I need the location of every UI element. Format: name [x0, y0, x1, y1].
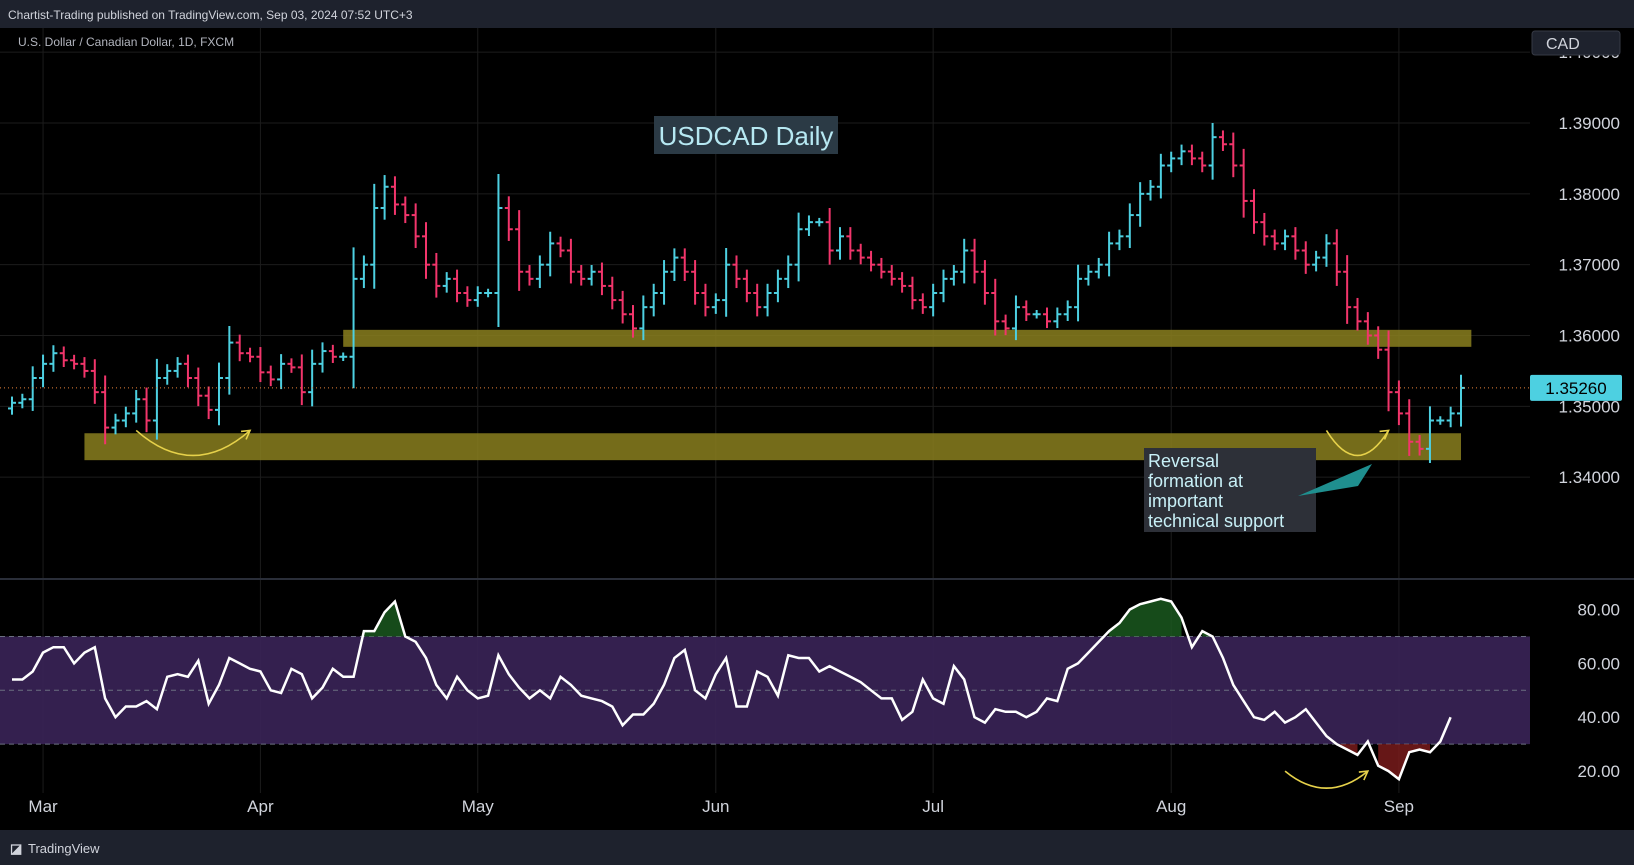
price-axis[interactable]: 1.34000 1.35000 1.36000 1.37000 1.38000 1.390… — [1559, 43, 1620, 487]
price-tick-label: 1.35000 — [1559, 397, 1620, 416]
yellow-arrowhead-icon — [1358, 770, 1370, 781]
price-tick-label: 1.37000 — [1559, 256, 1620, 275]
price-tick-label: 1.39000 — [1559, 114, 1620, 133]
last-price-value: 1.35260 — [1545, 379, 1606, 398]
symbol-description: U.S. Dollar / Canadian Dollar, 1D, FXCM — [18, 35, 234, 49]
annotation-line: important — [1148, 491, 1223, 511]
support-zones — [84, 329, 1472, 461]
time-tick-label: Jul — [922, 797, 944, 816]
annotation-line: Reversal — [1148, 451, 1219, 471]
time-tick-label: Mar — [28, 797, 58, 816]
time-tick-label: May — [462, 797, 495, 816]
time-tick-label: Aug — [1156, 797, 1186, 816]
annotation-line: technical support — [1148, 511, 1284, 531]
support-zone — [343, 329, 1472, 347]
footer-bar: ◪ TradingView — [0, 830, 1634, 865]
annotation-line: formation at — [1148, 471, 1243, 491]
time-tick-label: Apr — [247, 797, 274, 816]
tradingview-logo-icon: ◪ — [10, 841, 23, 856]
published-text: Chartist-Trading published on TradingVie… — [8, 8, 413, 22]
publish-header: Chartist-Trading published on TradingVie… — [0, 0, 1634, 28]
yellow-arrowhead-icon — [240, 429, 252, 440]
rsi-tick-label: 40.00 — [1577, 708, 1620, 727]
yellow-curve-arrow — [1284, 770, 1369, 789]
chart-canvas[interactable]: 1.34000 1.35000 1.36000 1.37000 1.38000 1.390… — [0, 28, 1634, 830]
annotation-pointer-icon — [1298, 464, 1372, 496]
price-tick-label: 1.36000 — [1559, 327, 1620, 346]
price-tick-label: 1.34000 — [1559, 468, 1620, 487]
rsi-band — [0, 635, 1530, 745]
ohlc-bars — [8, 123, 1465, 463]
rsi-extreme-area — [1109, 598, 1182, 637]
chart-area[interactable]: 1.34000 1.35000 1.36000 1.37000 1.38000 1.390… — [0, 28, 1634, 830]
rsi-tick-label: 80.00 — [1577, 601, 1620, 620]
yellow-curve-arrow — [1325, 429, 1390, 457]
title-box — [654, 116, 838, 154]
rsi-line — [12, 597, 1452, 782]
rsi-tick-label: 20.00 — [1577, 762, 1620, 781]
annotation-curves — [135, 429, 1390, 789]
annotation-text: Reversal formation at important technical s… — [1148, 451, 1284, 531]
rsi-tick-label: 60.00 — [1577, 654, 1620, 673]
time-tick-label: Jun — [702, 797, 729, 816]
rsi-extreme-area — [363, 601, 406, 637]
time-axis[interactable]: Mar Apr May Jun Jul Aug Sep — [28, 797, 1414, 816]
tradingview-logo[interactable]: ◪ TradingView — [10, 841, 100, 857]
yellow-arrowhead-icon — [1379, 429, 1390, 440]
currency-badge[interactable] — [1531, 30, 1621, 56]
time-tick-label: Sep — [1384, 797, 1414, 816]
last-price-tag — [1530, 374, 1622, 401]
rsi-axis[interactable]: 20.00 40.00 60.00 80.00 — [1577, 601, 1620, 782]
annotation-box — [1144, 448, 1316, 532]
chart-title: USDCAD Daily — [659, 121, 834, 151]
yellow-curve-arrow — [135, 429, 251, 457]
price-tick-label: 1.38000 — [1559, 185, 1620, 204]
currency-label: CAD — [1546, 36, 1580, 53]
brand-name: TradingView — [28, 841, 100, 856]
rsi-extreme-area — [1378, 744, 1430, 780]
